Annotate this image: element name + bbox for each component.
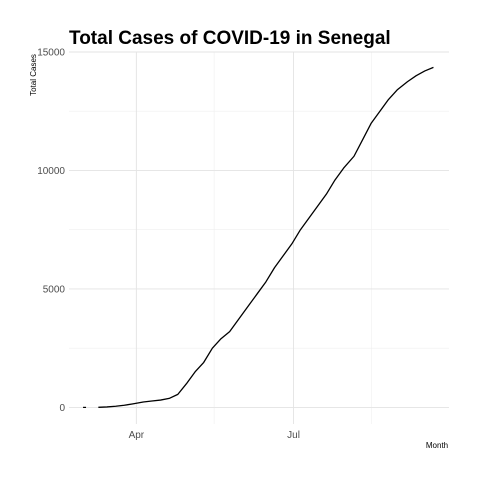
major-gridlines xyxy=(69,51,449,424)
x-tick-label: Jul xyxy=(287,430,300,441)
series-layer xyxy=(83,66,434,408)
y-tick-label: 5000 xyxy=(43,284,66,295)
y-tick-label: 0 xyxy=(59,403,65,414)
y-tick-label: 10000 xyxy=(37,166,65,177)
minor-gridlines xyxy=(69,52,449,424)
x-tick-label: Apr xyxy=(129,430,145,441)
x-axis-label: Month xyxy=(426,441,448,450)
y-axis-label: Total Cases xyxy=(29,54,38,96)
x-axis-tick-labels: Apr Jul xyxy=(129,430,300,441)
y-tick-label: 15000 xyxy=(37,48,65,59)
y-axis-tick-labels: 0 5000 10000 15000 xyxy=(37,48,65,414)
series-line xyxy=(98,66,434,408)
chart-title: Total Cases of COVID-19 in Senegal xyxy=(69,28,391,49)
